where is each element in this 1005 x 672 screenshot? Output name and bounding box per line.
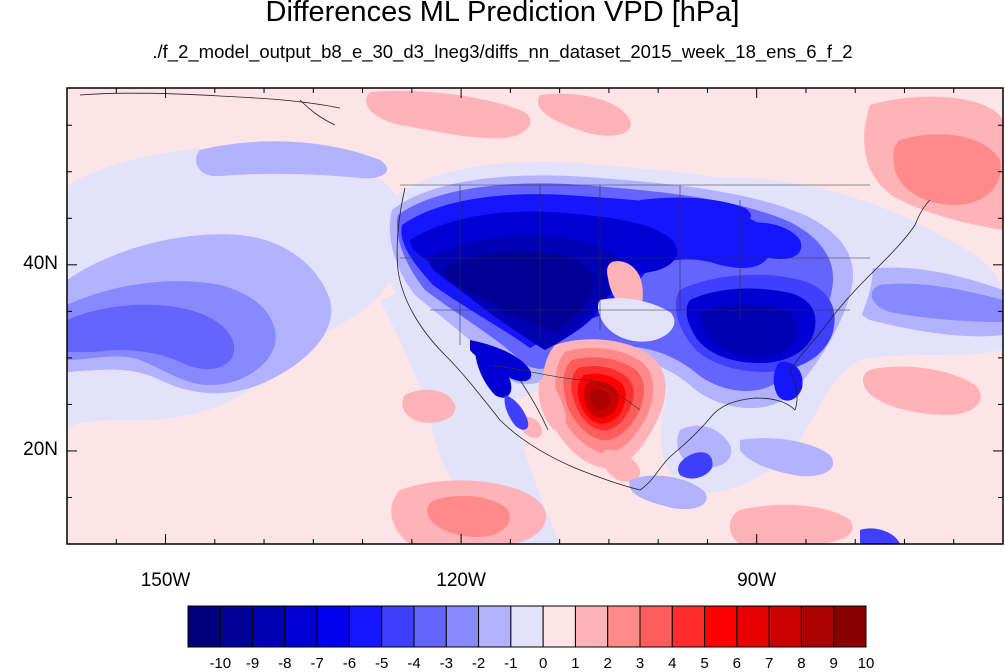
colorbar-tick-label: -9: [245, 655, 260, 672]
contour-blue-strong: [67, 304, 235, 370]
colorbar-tick-label: 9: [829, 655, 838, 672]
colorbar-swatch: [671, 605, 706, 648]
colorbar-swatch: [219, 605, 254, 648]
colorbar-tick-label: 6: [732, 655, 742, 672]
contour-blue-vivid: [640, 197, 751, 227]
colorbar-tick-label: -2: [471, 655, 486, 672]
colorbar-swatch: [639, 605, 673, 648]
colorbar-swatch: [413, 605, 447, 648]
colorbar-swatch: [542, 605, 576, 648]
colorbar-tick-label: 5: [700, 655, 709, 672]
colorbar-swatch: [381, 605, 415, 648]
contour-blue-mid: [871, 283, 1003, 322]
contour-blue-deeper: [700, 304, 797, 358]
colorbar-tick-label: -4: [407, 655, 421, 672]
contour-red-darkest: [590, 388, 611, 410]
lon-tick-label: 120W: [436, 570, 486, 591]
colorbar-tick-label: 7: [764, 655, 774, 672]
contour-red-pale: [729, 504, 853, 544]
contour-blue-strong: [678, 452, 713, 479]
contour-red-pale: [538, 379, 566, 431]
colorbar-swatch: [704, 605, 738, 648]
colorbar-swatch: [348, 605, 383, 648]
contour-blue-pale: [629, 475, 707, 510]
contour-blue-vivid: [773, 361, 803, 401]
colorbar-swatch: [284, 605, 318, 648]
colorbar-tick-label: -10: [209, 655, 232, 672]
colorbar-tick-label: 3: [635, 655, 645, 672]
colorbar-tick-label: -7: [310, 655, 324, 672]
contour-blue-strong: [860, 528, 900, 544]
lat-tick-label: 40N: [23, 252, 58, 274]
colorbar-tick-label: 8: [797, 655, 806, 672]
colorbar-tick-label: -1: [504, 655, 518, 672]
map-subtitle: ./f_2_model_output_b8_e_30_d3_lneg3/diff…: [152, 41, 853, 62]
colorbar: [187, 605, 867, 648]
colorbar-swatch: [187, 605, 221, 648]
colorbar-tick-label: 10: [857, 655, 875, 672]
colorbar-swatch: [800, 605, 835, 648]
coastlines: [79, 92, 931, 491]
map-title: Differences ML Prediction VPD [hPa]: [265, 0, 740, 28]
contour-blue-pale: [740, 438, 834, 477]
plot-frame: [66, 87, 1004, 545]
contour-red-mid: [893, 134, 1001, 205]
colorbar-tick-label: 2: [603, 655, 612, 672]
colorbar-swatch: [736, 605, 770, 648]
colorbar-swatch: [768, 605, 802, 648]
contour-red-pale: [366, 90, 531, 139]
colorbar-tick-label: -3: [439, 655, 453, 672]
colorbar-tick-label: 1: [571, 655, 580, 672]
lon-tick-label: 90W: [737, 570, 777, 591]
colorbar-swatch: [316, 605, 350, 648]
colorbar-swatch: [574, 605, 609, 648]
colorbar-tick-label: -8: [278, 655, 292, 672]
contour-blue-deep: [475, 350, 512, 398]
vpd-difference-field: [67, 88, 1003, 544]
colorbar-tick-label: -6: [342, 655, 357, 672]
lon-tick-label: 150W: [140, 570, 191, 591]
borders: [400, 184, 870, 411]
contour-red-pale: [538, 93, 631, 136]
colorbar-swatch: [607, 605, 641, 648]
contour-red-mid: [427, 495, 510, 537]
colorbar-swatch: [478, 605, 512, 648]
contour-blue-strong: [504, 395, 529, 430]
colorbar-tick-label: -5: [375, 655, 389, 672]
contour-blue-pale: [196, 141, 388, 179]
axis-ticks: [67, 88, 1004, 544]
contour-blue-deep: [470, 340, 532, 382]
contour-red-pale: [602, 449, 641, 482]
contour-blue-darkest: [444, 251, 594, 332]
contour-red-pale: [862, 366, 981, 415]
contour-red-pale: [402, 389, 456, 423]
colorbar-swatch: [445, 605, 480, 648]
lat-tick-label: 20N: [23, 438, 58, 460]
contour-blue-vivid: [729, 222, 802, 260]
contour-neutral: [597, 298, 675, 342]
colorbar-tick-label: 4: [668, 655, 677, 672]
colorbar-tick-label: 0: [538, 655, 548, 672]
colorbar-swatch: [252, 605, 286, 648]
colorbar-swatch: [510, 605, 544, 648]
colorbar-swatch: [833, 605, 867, 648]
contour-blue-light: [380, 280, 560, 544]
